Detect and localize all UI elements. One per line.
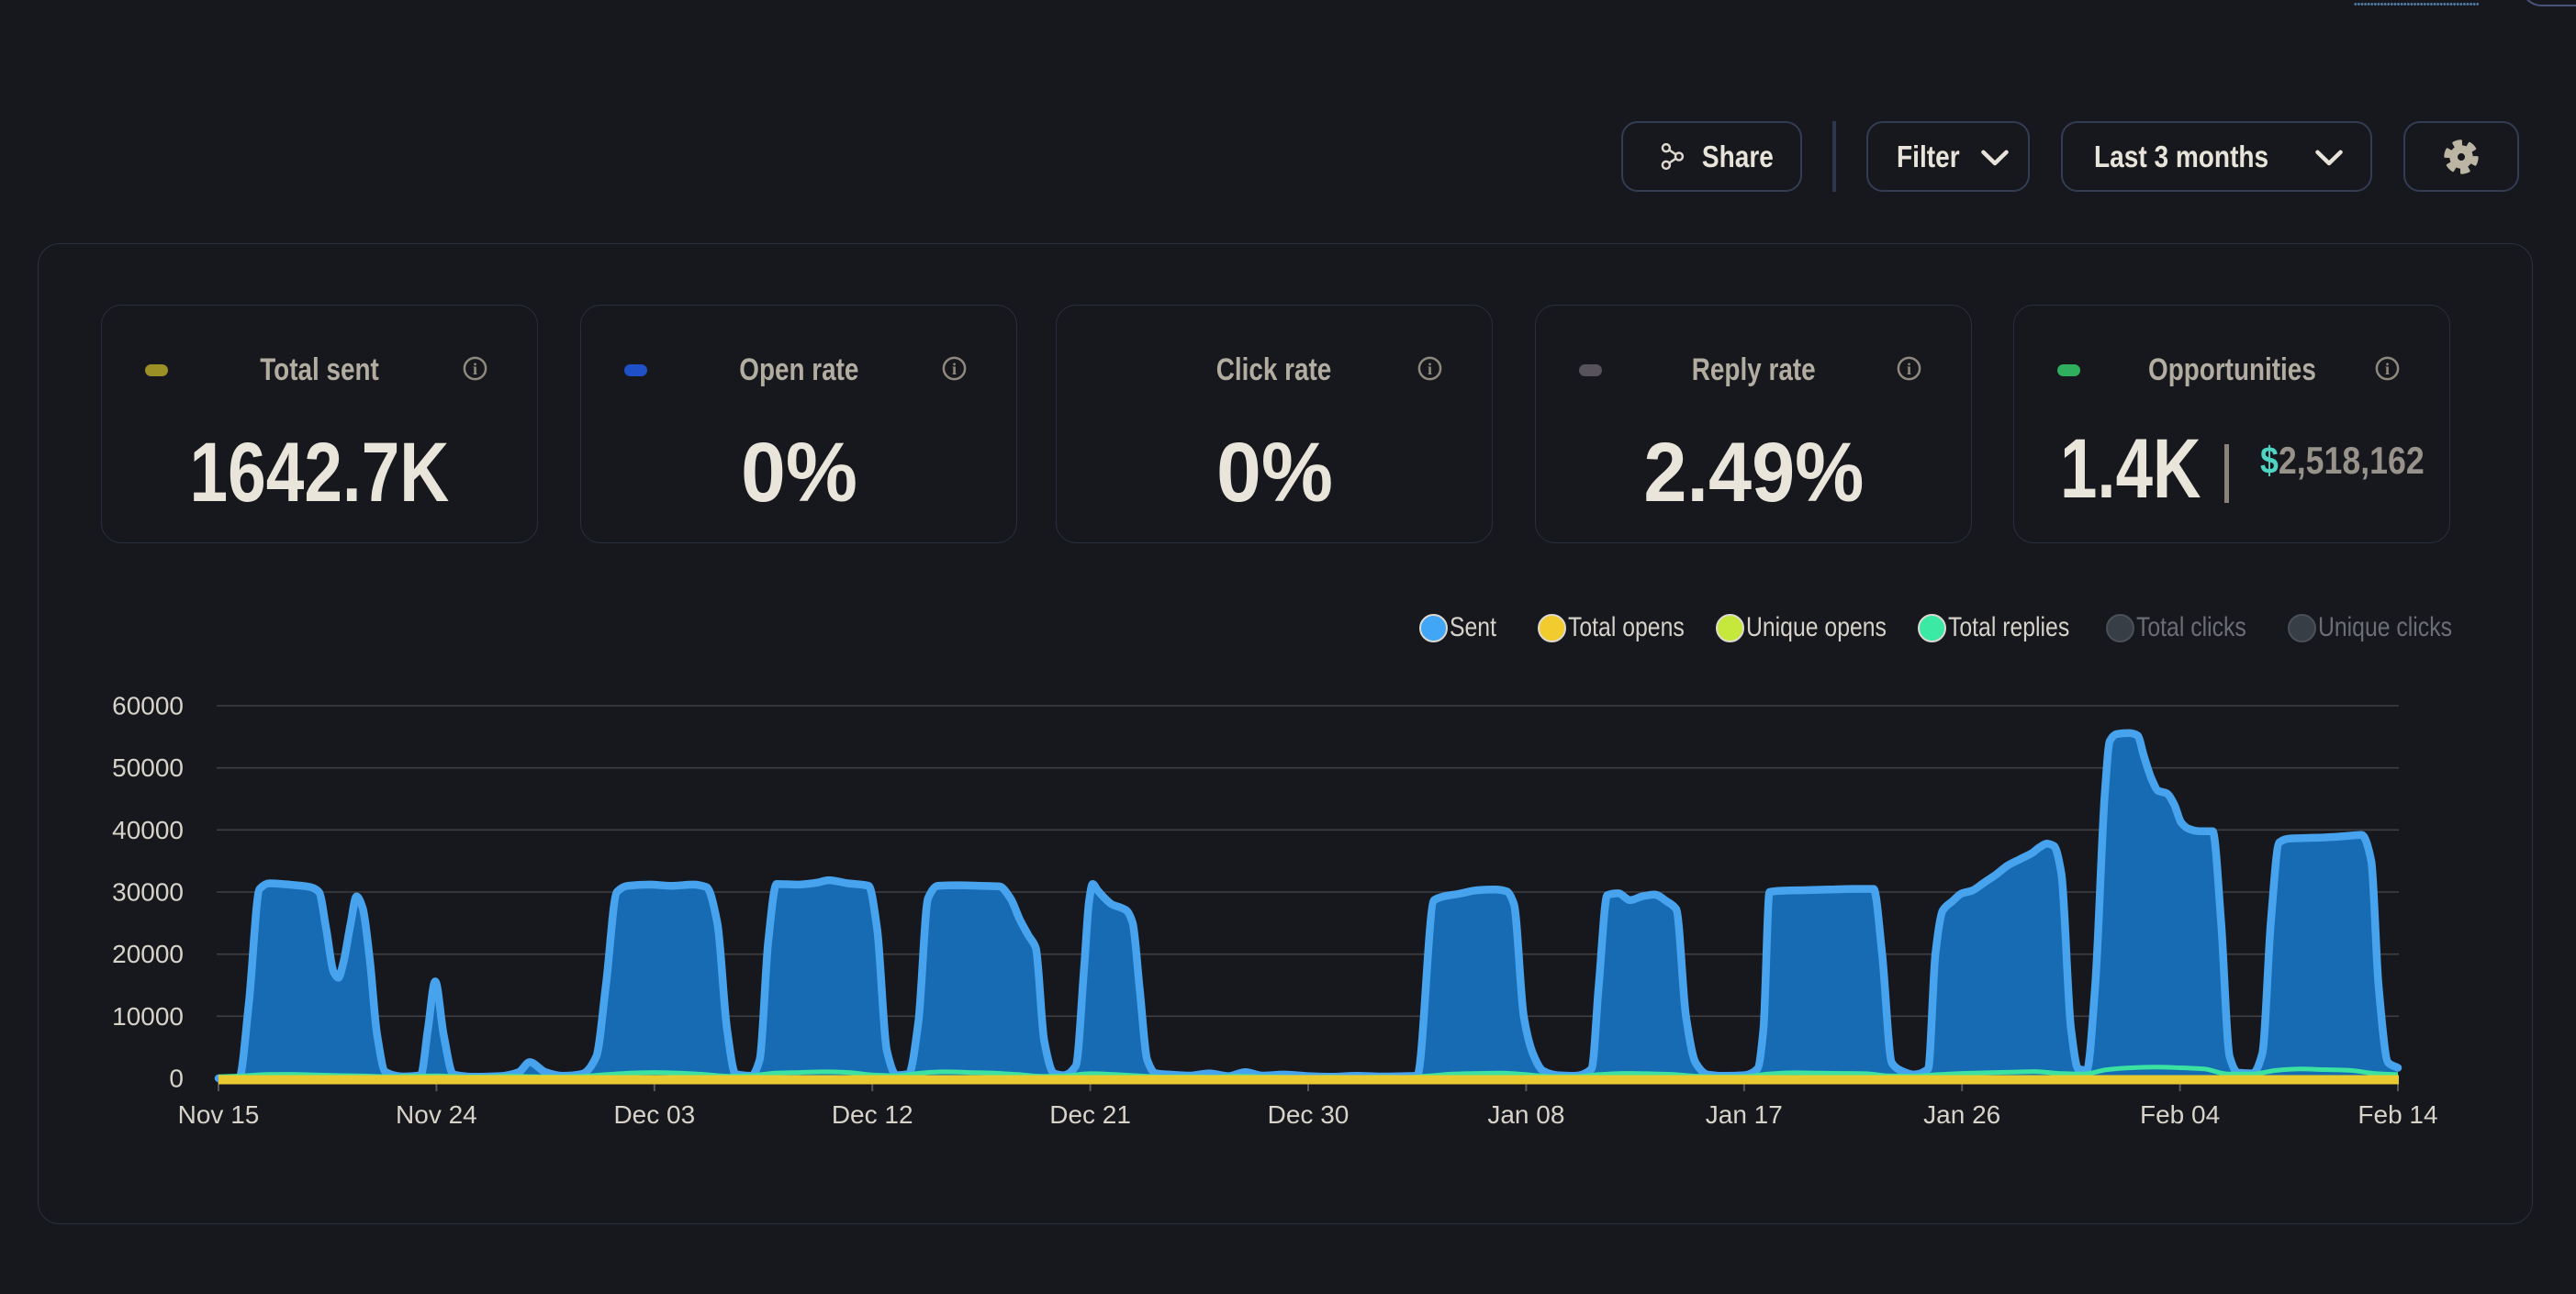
svg-text:Nov 24: Nov 24 (396, 1100, 477, 1129)
svg-text:Dec 21: Dec 21 (1049, 1100, 1131, 1129)
svg-text:Jan 17: Jan 17 (1706, 1100, 1783, 1129)
svg-text:i: i (952, 360, 957, 378)
svg-text:Jan 26: Jan 26 (1923, 1100, 2000, 1129)
svg-text:20000: 20000 (112, 940, 184, 968)
svg-text:40000: 40000 (112, 816, 184, 844)
svg-text:Dec 03: Dec 03 (613, 1100, 695, 1129)
svg-text:60000: 60000 (112, 692, 184, 720)
svg-text:Dec 30: Dec 30 (1268, 1100, 1350, 1129)
svg-text:10000: 10000 (112, 1002, 184, 1031)
svg-text:Feb 14: Feb 14 (2358, 1100, 2437, 1129)
svg-text:Dec 12: Dec 12 (832, 1100, 913, 1129)
svg-text:i: i (473, 360, 477, 378)
svg-text:50000: 50000 (112, 753, 184, 782)
svg-text:i: i (1428, 360, 1432, 378)
svg-text:Jan 08: Jan 08 (1487, 1100, 1564, 1129)
svg-text:0: 0 (169, 1065, 184, 1093)
svg-text:i: i (1907, 360, 1911, 378)
svg-text:Nov 15: Nov 15 (178, 1100, 260, 1129)
svg-text:i: i (2385, 360, 2390, 378)
svg-text:30000: 30000 (112, 878, 184, 907)
svg-text:Feb 04: Feb 04 (2140, 1100, 2220, 1129)
